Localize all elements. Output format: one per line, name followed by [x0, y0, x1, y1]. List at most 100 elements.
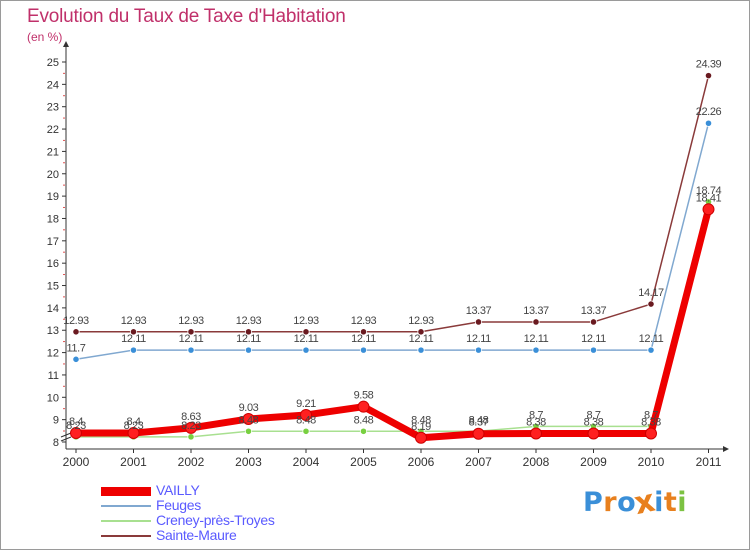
- y-tick-label-8: 8: [53, 437, 59, 449]
- legend-label-sainte-maure: Sainte-Maure: [156, 527, 237, 543]
- data-label-feuges-2006: 12.11: [409, 333, 434, 345]
- chart-subtitle: (en %): [27, 30, 63, 44]
- data-point-vailly-2009: [587, 427, 600, 440]
- data-point-feuges-2009: [589, 346, 598, 354]
- data-label-creney-pr-s-troyes-2004: 8.48: [296, 414, 316, 426]
- series-line-feuges: [75, 123, 710, 361]
- data-point-sainte-maure-2003: [244, 328, 253, 336]
- data-point-sainte-maure-2001: [129, 328, 138, 336]
- data-label-vailly-2010: 8.38: [641, 417, 661, 429]
- data-point-vailly-2010: [645, 427, 657, 440]
- data-point-feuges-2004: [302, 346, 310, 354]
- data-label-creney-pr-s-troyes-2003: 8.48: [239, 414, 259, 426]
- data-point-vailly-2003: [242, 412, 255, 425]
- y-axis-arrow: [63, 41, 69, 47]
- data-label-sainte-maure-2001: 12.93: [121, 315, 147, 327]
- data-label-feuges-2004: 12.11: [294, 333, 319, 345]
- legend-label-feuges: Feuges: [156, 497, 201, 513]
- legend-item-feuges: Feuges: [101, 497, 401, 514]
- logo-letter: t: [663, 487, 678, 518]
- series-line-sainte-maure: [76, 75, 710, 333]
- data-point-feuges-2011: [704, 119, 713, 127]
- data-label-feuges-2001: 12.11: [121, 333, 146, 345]
- data-label-sainte-maure-2002: 12.93: [178, 315, 204, 327]
- data-point-feuges-2002: [187, 346, 195, 354]
- legend-label-vailly: VAILLY: [156, 482, 200, 498]
- data-point-feuges-2006: [417, 346, 425, 354]
- data-label-creney-pr-s-troyes-2009: 8.7: [586, 409, 600, 421]
- legend-item-vailly: VAILLY: [101, 482, 401, 499]
- logo-letter: o: [617, 487, 637, 518]
- y-tick-label-9: 9: [53, 415, 59, 427]
- data-point-creney-pr-s-troyes-2002: [187, 433, 195, 441]
- logo-letter: r: [603, 487, 618, 518]
- data-label-feuges-2011: 22.26: [696, 106, 722, 118]
- y-tick-label-13: 13: [47, 325, 59, 337]
- y-tick-label-15: 15: [47, 281, 59, 293]
- x-tick-label-2003: 2003: [235, 455, 262, 469]
- legend-label-creney-pr-s-troyes: Creney-près-Troyes: [156, 512, 275, 528]
- data-label-feuges-2002: 12.11: [179, 333, 204, 345]
- data-label-sainte-maure-2004: 12.93: [293, 315, 319, 327]
- data-label-sainte-maure-2009: 13.37: [581, 305, 607, 317]
- y-tick-label-16: 16: [47, 258, 59, 270]
- data-label-vailly-2007: 8.37: [469, 417, 489, 429]
- data-point-vailly-2002: [185, 421, 197, 434]
- x-tick-label-2010: 2010: [638, 455, 665, 469]
- y-tick-label-17: 17: [47, 236, 59, 248]
- legend: VAILLY Feuges Creney-près-Troyes Sainte-Mau…: [101, 482, 401, 544]
- data-label-sainte-maure-2010: 14.17: [638, 287, 664, 299]
- data-label-sainte-maure-2003: 12.93: [236, 315, 262, 327]
- legend-swatch-feuges: [101, 505, 151, 507]
- y-tick-label-22: 22: [47, 124, 59, 136]
- data-label-feuges-2010: 12.11: [639, 333, 664, 345]
- data-point-sainte-maure-2008: [532, 318, 540, 326]
- data-label-sainte-maure-2008: 13.37: [523, 305, 549, 317]
- data-label-vailly-2001: 8.4: [126, 416, 140, 428]
- chart-title: Evolution du Taux de Taxe d'Habitation: [27, 6, 346, 27]
- data-point-sainte-maure-2010: [647, 300, 655, 308]
- legend-item-creney-pr-s-troyes: Creney-près-Troyes: [101, 512, 401, 529]
- data-label-creney-pr-s-troyes-2011: 18.74: [696, 185, 722, 197]
- data-label-vailly-2009: 8.38: [584, 417, 604, 429]
- data-point-vailly-2001: [127, 427, 140, 440]
- y-tick-label-24: 24: [47, 79, 59, 91]
- data-label-creney-pr-s-troyes-2005: 8.48: [354, 414, 374, 426]
- y-tick-label-19: 19: [47, 191, 59, 203]
- data-label-vailly-2000: 8.4: [69, 416, 83, 428]
- x-tick-label-2011: 2011: [696, 455, 722, 469]
- data-label-vailly-2008: 8.38: [526, 417, 546, 429]
- data-label-feuges-2005: 12.11: [351, 333, 376, 345]
- data-point-vailly-2011: [702, 203, 715, 216]
- data-label-sainte-maure-2007: 13.37: [466, 305, 492, 317]
- data-label-vailly-2006: 8.19: [411, 421, 431, 433]
- data-label-creney-pr-s-troyes-2006: 8.48: [411, 414, 431, 426]
- data-point-vailly-2000: [70, 427, 82, 440]
- data-label-feuges-2009: 12.11: [581, 333, 606, 345]
- data-label-sainte-maure-2006: 12.93: [408, 315, 434, 327]
- x-tick-label-2007: 2007: [465, 455, 492, 469]
- x-axis-arrow: [723, 446, 729, 452]
- y-tick-label-11: 11: [48, 370, 59, 382]
- data-label-creney-pr-s-troyes-2008: 8.7: [529, 409, 543, 421]
- x-tick-label-2004: 2004: [293, 455, 320, 469]
- logo-letter: i: [654, 487, 664, 518]
- x-tick-label-2001: 2001: [120, 455, 147, 469]
- x-tick-label-2000: 2000: [63, 455, 90, 469]
- data-point-sainte-maure-2002: [187, 328, 195, 336]
- data-point-vailly-2008: [530, 427, 542, 440]
- data-point-feuges-2003: [244, 346, 253, 354]
- data-point-feuges-2005: [359, 346, 368, 354]
- legend-swatch-vailly: [101, 487, 151, 496]
- data-point-sainte-maure-2006: [417, 328, 425, 336]
- y-tick-label-14: 14: [47, 303, 59, 315]
- x-tick-label-2006: 2006: [408, 455, 435, 469]
- data-point-feuges-2008: [532, 346, 540, 354]
- data-label-creney-pr-s-troyes-2001: 8.23: [124, 420, 144, 432]
- data-point-feuges-2007: [474, 346, 483, 354]
- data-point-sainte-maure-2005: [359, 328, 368, 336]
- data-label-sainte-maure-2011: 24.39: [696, 59, 722, 71]
- y-tick-label-23: 23: [47, 102, 59, 114]
- legend-item-sainte-maure: Sainte-Maure: [101, 527, 401, 544]
